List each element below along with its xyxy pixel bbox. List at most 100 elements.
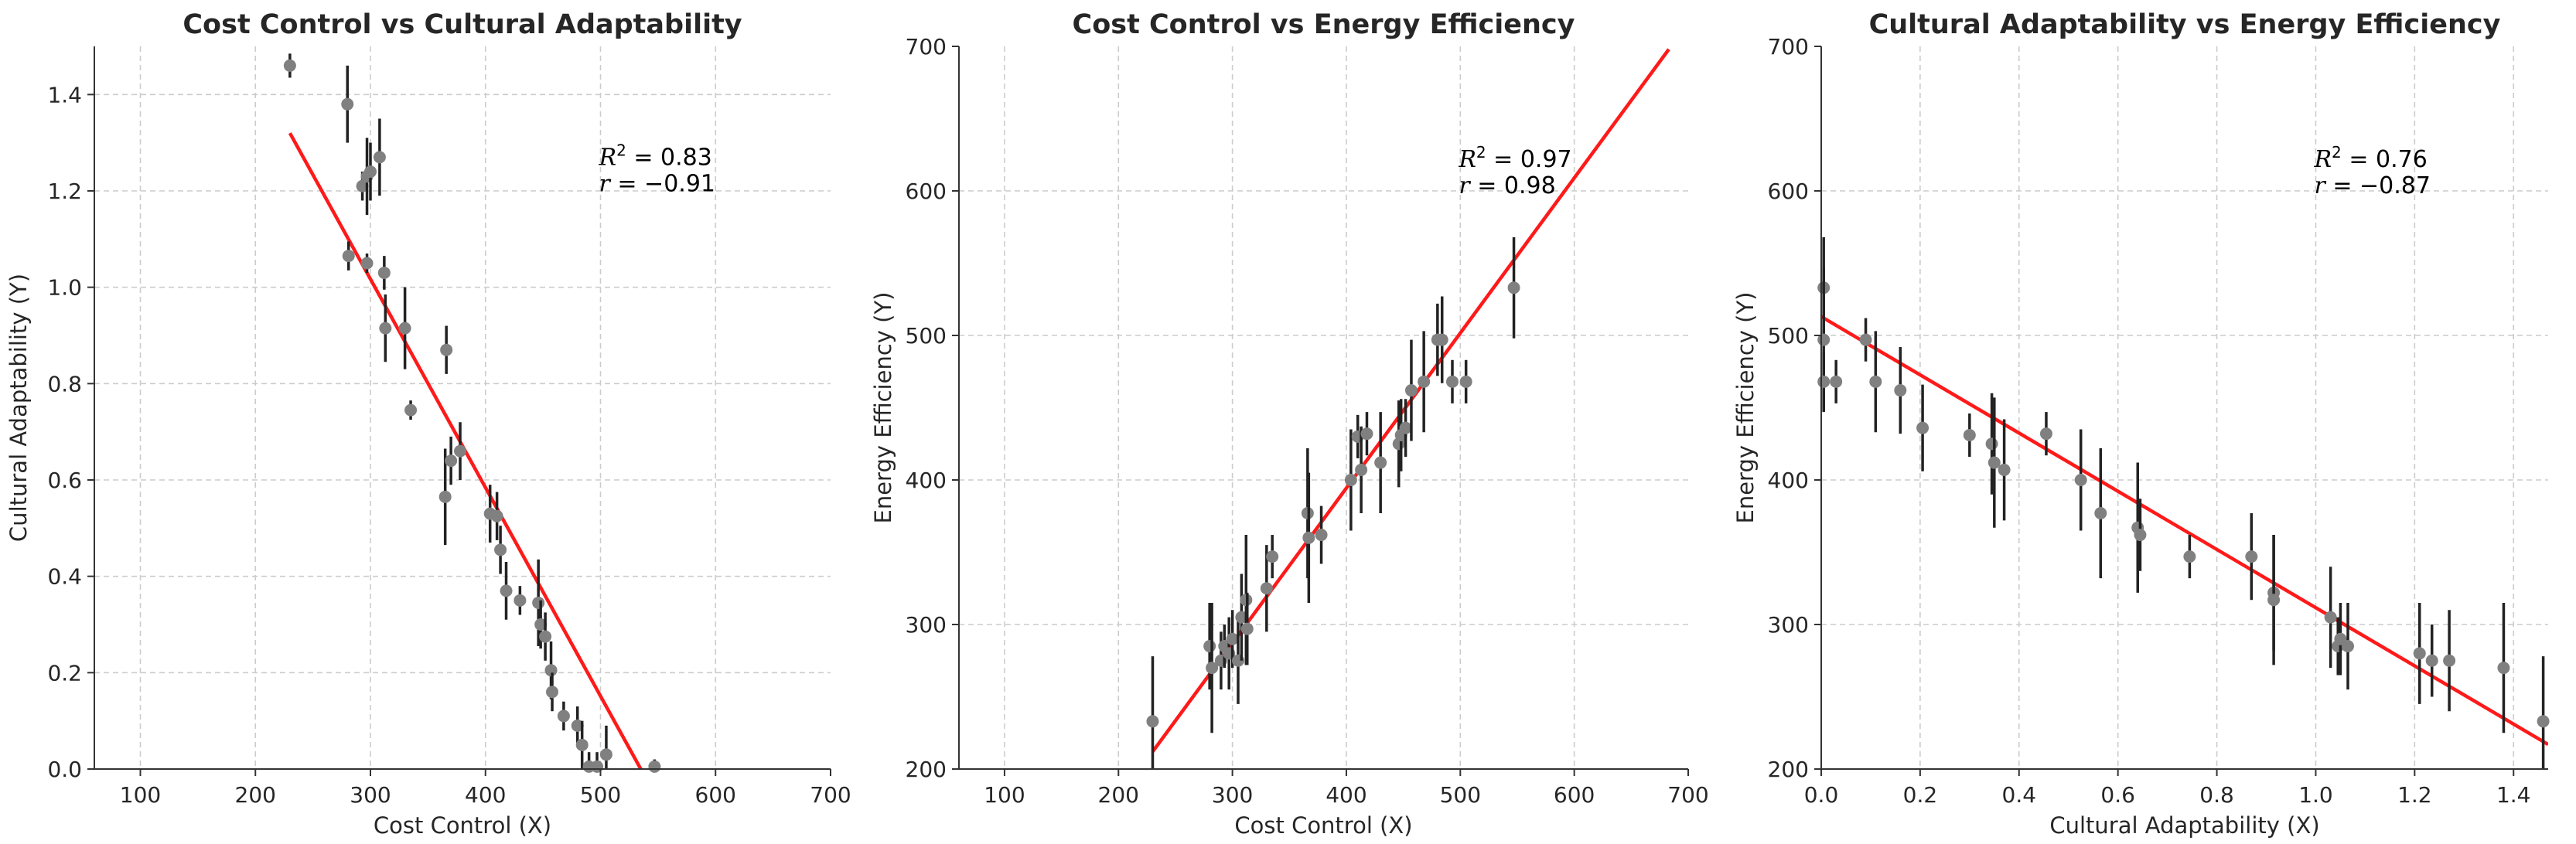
y-tick-label: 700 — [906, 34, 947, 60]
y-tick-label: 300 — [1768, 612, 1809, 638]
data-point — [1360, 427, 1373, 441]
x-tick-label: 100 — [984, 782, 1025, 808]
data-point — [438, 490, 452, 503]
data-point — [1399, 421, 1412, 434]
data-point — [544, 664, 558, 677]
x-tick-label: 200 — [235, 782, 276, 808]
data-point — [1206, 662, 1219, 675]
data-point — [283, 59, 296, 72]
data-point — [445, 454, 458, 468]
x-tick-label: 1.2 — [2397, 782, 2432, 808]
y-tick-label: 0.0 — [47, 757, 82, 782]
chart-panel-cost-vs-energy: 100 200 300 400 500 600 700 200 300 400 500 600 700 C… — [870, 9, 1709, 839]
r-squared-exponent: 2 — [1476, 143, 1486, 162]
x-tick-label: 1.4 — [2496, 782, 2531, 808]
data-point — [1374, 456, 1387, 469]
x-tick-label: 0.2 — [1903, 782, 1938, 808]
chart-title: Cost Control vs Cultural Adaptability — [183, 9, 742, 40]
data-point — [1859, 333, 1872, 346]
r-annotation: r = 0.98 — [1459, 172, 1555, 199]
y-tick-label: 1.4 — [47, 82, 82, 107]
data-point — [2039, 427, 2052, 441]
r-value: = 0.98 — [1470, 172, 1556, 199]
y-tick-label: 400 — [1768, 468, 1809, 493]
r-squared-value: = 0.83 — [626, 144, 712, 171]
x-tick-label: 0.0 — [1804, 782, 1839, 808]
y-tick-label: 500 — [1768, 323, 1809, 349]
data-point — [1260, 582, 1273, 595]
y-tick-label: 600 — [1768, 179, 1809, 204]
chart-panel-cost-vs-cultural: 100 200 300 400 500 600 700 0.0 0.2 0.4 0.6 0.8 1.0 1… — [5, 9, 851, 839]
r-squared-value: = 0.97 — [1486, 146, 1572, 173]
x-tick-label: 0.4 — [2002, 782, 2037, 808]
x-tick-label: 300 — [1212, 782, 1253, 808]
data-point — [1869, 375, 1882, 388]
x-tick-label: 700 — [1667, 782, 1708, 808]
data-point — [2183, 550, 2196, 563]
r-symbol: r — [1459, 172, 1471, 199]
data-point — [1146, 715, 1159, 728]
data-point — [398, 322, 411, 335]
data-point — [454, 444, 467, 458]
r-squared-annotation: R2 = 0.97 — [1458, 143, 1571, 173]
data-point — [1315, 529, 1328, 542]
data-point — [373, 151, 386, 164]
chart-panel-cultural-vs-energy: 0.0 0.2 0.4 0.6 0.8 1.0 1.2 1.4 200 300 400 500 600 7… — [1732, 9, 2550, 839]
y-tick-label: 200 — [1768, 757, 1809, 782]
data-point — [1894, 384, 1907, 397]
y-tick-label: 0.8 — [47, 371, 82, 396]
r-squared-symbol: R — [1458, 146, 1476, 173]
data-point — [2267, 594, 2281, 607]
data-point — [2245, 550, 2258, 563]
chart-title: Cost Control vs Energy Efficiency — [1073, 9, 1575, 40]
data-point — [341, 97, 354, 111]
data-point — [364, 165, 377, 179]
data-point — [1445, 375, 1459, 388]
r-symbol: r — [2314, 172, 2326, 199]
x-axis-label: Cost Control (X) — [374, 812, 551, 839]
data-point — [1459, 375, 1472, 388]
data-point — [539, 630, 552, 643]
r-squared-annotation: R2 = 0.76 — [2313, 143, 2427, 173]
data-point — [534, 618, 548, 631]
data-point — [2497, 662, 2510, 675]
data-point — [1344, 474, 1357, 486]
x-tick-label: 600 — [695, 782, 736, 808]
data-point — [1985, 437, 1998, 451]
data-point — [1355, 463, 1368, 476]
data-point — [1418, 375, 1431, 388]
r-value: = −0.87 — [2325, 172, 2431, 199]
r-squared-annotation: R2 = 0.83 — [599, 141, 712, 171]
y-tick-label: 200 — [906, 757, 947, 782]
x-tick-label: 200 — [1098, 782, 1139, 808]
data-point — [379, 322, 392, 335]
data-point — [1203, 640, 1216, 653]
r-annotation: r = −0.87 — [2314, 172, 2431, 199]
data-point — [1235, 611, 1248, 624]
y-tick-label: 0.4 — [47, 564, 82, 590]
data-point — [1817, 375, 1830, 388]
x-axis-label: Cultural Adaptability (X) — [2049, 812, 2319, 839]
x-tick-label: 0.6 — [2100, 782, 2135, 808]
data-point — [1226, 632, 1239, 645]
data-point — [2324, 611, 2337, 624]
x-tick-label: 100 — [120, 782, 161, 808]
data-point — [2074, 474, 2087, 486]
data-point — [513, 594, 527, 607]
data-point — [377, 266, 391, 279]
data-point — [2443, 654, 2456, 667]
data-point — [440, 343, 453, 356]
data-point — [1240, 622, 1254, 635]
x-axis-label: Cost Control (X) — [1234, 812, 1412, 839]
data-point — [1507, 281, 1520, 294]
data-point — [490, 509, 503, 522]
data-point — [1435, 333, 1448, 346]
data-point — [532, 596, 545, 609]
data-point — [1916, 421, 1929, 434]
y-tick-label: 600 — [906, 179, 947, 204]
data-point — [2537, 715, 2550, 728]
data-point — [342, 250, 355, 263]
x-tick-label: 400 — [1326, 782, 1366, 808]
x-tick-label: 600 — [1554, 782, 1595, 808]
